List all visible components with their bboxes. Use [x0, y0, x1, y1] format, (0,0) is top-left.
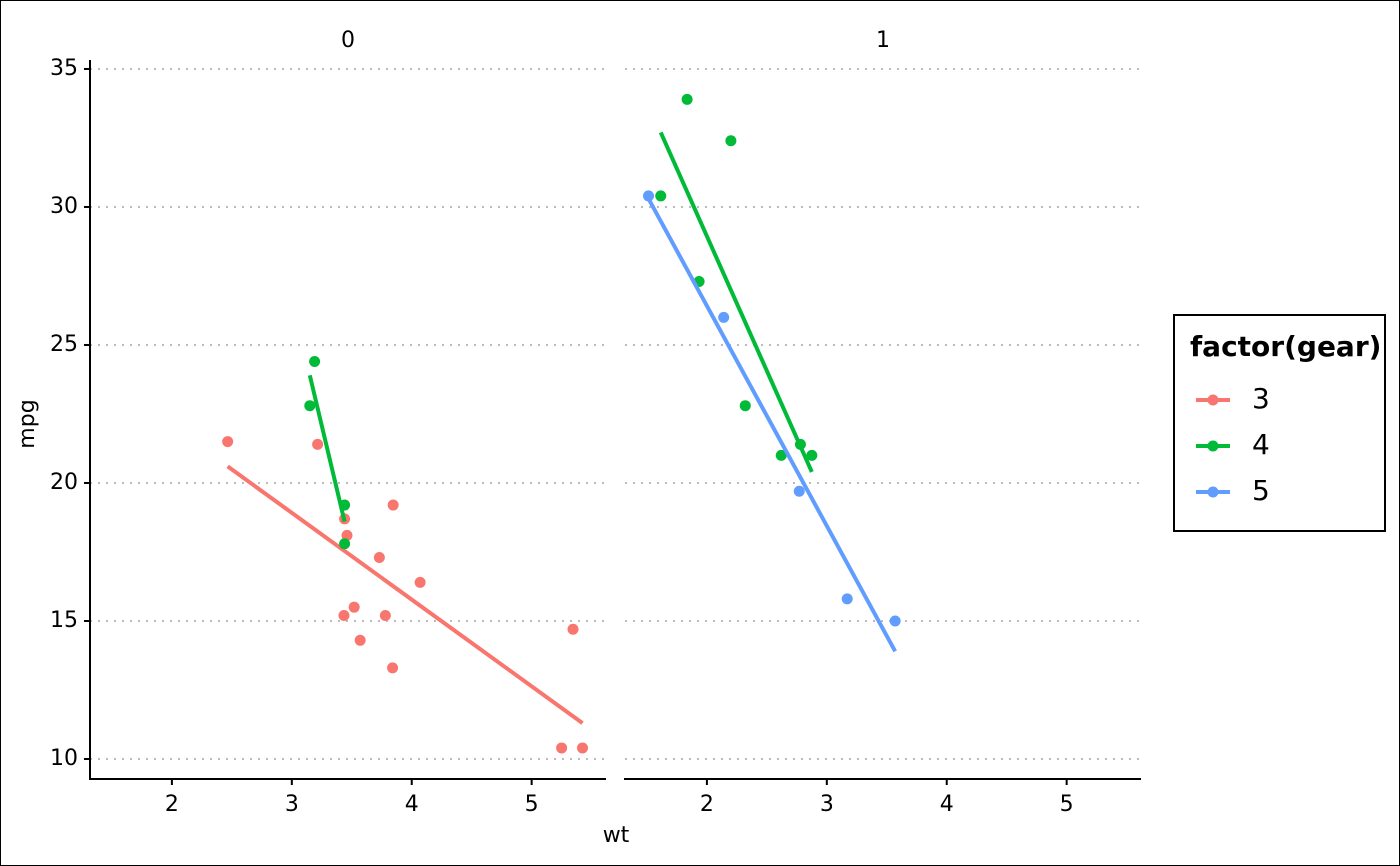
legend-label: 3: [1252, 382, 1270, 415]
x-tick-label: 2: [165, 792, 179, 817]
y-tick-label: 20: [50, 470, 78, 495]
x-tick-label: 5: [525, 792, 539, 817]
y-tick-label: 10: [50, 746, 78, 771]
point: [739, 400, 751, 412]
fit-line: [226, 464, 584, 725]
point: [556, 742, 568, 754]
x-tick-label: 3: [820, 792, 834, 817]
y-tick-label: 35: [50, 56, 78, 81]
point: [309, 356, 321, 368]
point: [806, 449, 818, 461]
y-tick-label: 30: [50, 194, 78, 219]
point: [775, 449, 787, 461]
point: [681, 93, 693, 105]
fit-line: [307, 374, 347, 523]
legend-point: [1207, 394, 1219, 406]
point: [841, 593, 853, 605]
point: [889, 615, 901, 627]
point: [354, 634, 366, 646]
point: [339, 538, 351, 550]
y-tick-label: 15: [50, 608, 78, 633]
legend-point: [1207, 440, 1219, 452]
point: [338, 609, 350, 621]
facet-label: 1: [876, 28, 890, 53]
point: [379, 609, 391, 621]
point: [655, 190, 667, 202]
point: [373, 552, 385, 564]
x-tick-label: 4: [940, 792, 954, 817]
x-tick-label: 4: [405, 792, 419, 817]
x-tick-label: 2: [700, 792, 714, 817]
y-axis-label: mpg: [15, 399, 40, 448]
point: [341, 529, 353, 541]
point: [414, 576, 426, 588]
point: [387, 499, 399, 511]
x-tick-label: 5: [1060, 792, 1074, 817]
point: [222, 436, 234, 448]
point: [718, 311, 730, 323]
fit-line: [658, 131, 814, 473]
legend-point: [1207, 486, 1219, 498]
point: [576, 742, 588, 754]
point: [725, 135, 737, 147]
point: [567, 623, 579, 635]
x-tick-label: 3: [285, 792, 299, 817]
x-axis-label: wt: [603, 823, 630, 848]
point: [304, 400, 316, 412]
point: [793, 485, 805, 497]
point: [312, 438, 324, 450]
y-tick-label: 25: [50, 332, 78, 357]
point: [643, 190, 655, 202]
point: [348, 601, 360, 613]
facet-label: 0: [341, 28, 355, 53]
legend-label: 5: [1252, 474, 1270, 507]
fit-line: [646, 197, 897, 653]
legend-title: factor(gear): [1190, 330, 1381, 363]
legend-label: 4: [1252, 428, 1270, 461]
point: [387, 662, 399, 674]
